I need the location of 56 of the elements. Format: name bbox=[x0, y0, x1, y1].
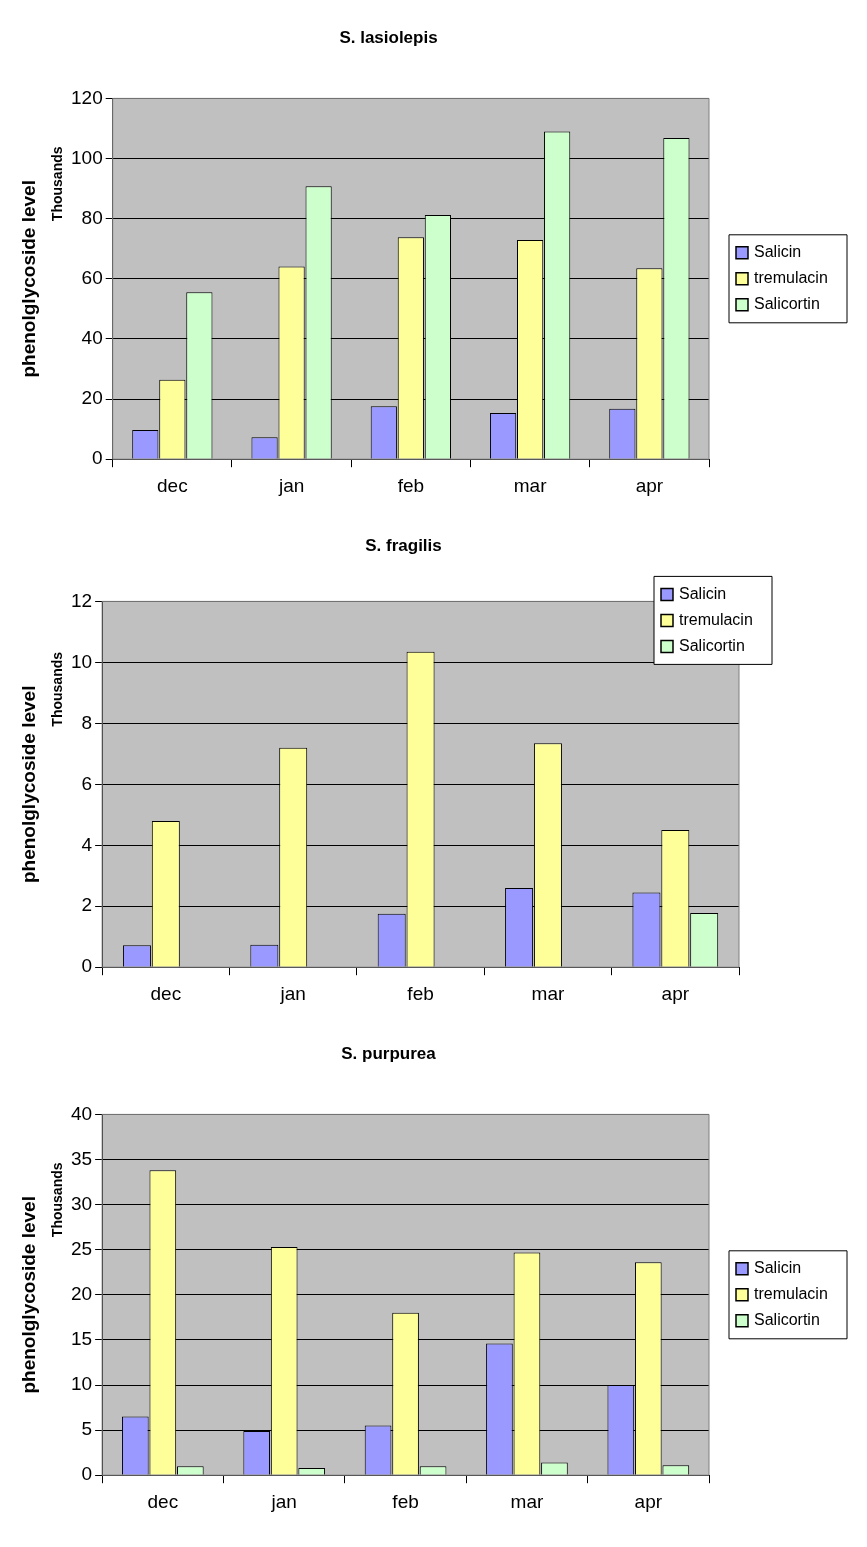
x-tick-label: apr bbox=[634, 1490, 663, 1512]
y-tick-label: 60 bbox=[81, 267, 103, 289]
legend-label: tremulacin bbox=[679, 610, 753, 628]
y-tick-label: 8 bbox=[81, 711, 93, 733]
legend-label: tremulacin bbox=[754, 269, 828, 287]
x-tick-label: dec bbox=[147, 1490, 179, 1512]
x-tick-label: apr bbox=[635, 474, 664, 496]
y-tick-label: 20 bbox=[70, 1283, 93, 1305]
x-tick-label: jan bbox=[277, 474, 305, 496]
y-tick-label: 15 bbox=[70, 1328, 93, 1350]
y-tick-label: 100 bbox=[71, 146, 103, 168]
x-tick-label: feb bbox=[407, 982, 434, 1004]
y-axis-title: phenolglycoside level bbox=[18, 180, 40, 378]
y-tick-label: 0 bbox=[92, 447, 103, 469]
y-tick-label: 2 bbox=[81, 894, 93, 916]
legend-label: Salicortin bbox=[754, 1311, 820, 1329]
legend-label: Salicortin bbox=[679, 636, 745, 654]
legend-label: tremulacin bbox=[754, 1285, 828, 1303]
y-tick-label: 10 bbox=[70, 650, 93, 672]
legend-label: Salicin bbox=[754, 243, 802, 261]
y-tick-label: 120 bbox=[71, 86, 103, 108]
chart-title: S. purpurea bbox=[341, 1043, 437, 1063]
x-tick-label: jan bbox=[270, 1490, 297, 1512]
y-tick-label: 20 bbox=[81, 387, 103, 409]
x-tick-label: jan bbox=[279, 982, 306, 1004]
y-tick-label: 0 bbox=[81, 1463, 93, 1485]
y-tick-label: 40 bbox=[70, 1102, 93, 1124]
text: Thousands bbox=[48, 651, 65, 727]
x-tick-label: mar bbox=[513, 474, 548, 496]
y-tick-label: 4 bbox=[81, 833, 93, 855]
x-tick-label: apr bbox=[661, 982, 690, 1004]
x-tick-label: dec bbox=[157, 474, 188, 496]
y-axis-title: phenolglycoside level bbox=[18, 1196, 40, 1394]
x-tick-label: feb bbox=[397, 474, 425, 496]
y-tick-label: 80 bbox=[81, 206, 103, 228]
x-tick-label: mar bbox=[531, 982, 565, 1004]
legend-label: Salicin bbox=[754, 1259, 802, 1277]
x-tick-label: mar bbox=[510, 1490, 544, 1512]
y-tick-label: 30 bbox=[70, 1192, 93, 1214]
y-tick-label: 35 bbox=[70, 1147, 93, 1169]
y-tick-label: 6 bbox=[81, 772, 93, 794]
chart-title: S. fragilis bbox=[365, 535, 442, 555]
x-tick-label: feb bbox=[392, 1490, 419, 1512]
y-tick-label: 40 bbox=[81, 327, 103, 349]
text: Thousands bbox=[48, 1162, 65, 1238]
text: Thousands bbox=[48, 146, 65, 222]
legend-label: Salicin bbox=[679, 584, 727, 602]
y-tick-label: 10 bbox=[70, 1373, 93, 1395]
y-tick-label: 5 bbox=[81, 1418, 93, 1440]
y-tick-label: 12 bbox=[70, 589, 93, 611]
legend-label: Salicortin bbox=[754, 295, 820, 313]
chart-title: S. lasiolepis bbox=[339, 27, 438, 47]
y-tick-label: 0 bbox=[81, 955, 93, 977]
y-tick-label: 25 bbox=[70, 1237, 93, 1259]
y-axis-title: phenolglycoside level bbox=[18, 685, 40, 884]
x-tick-label: dec bbox=[150, 982, 182, 1004]
